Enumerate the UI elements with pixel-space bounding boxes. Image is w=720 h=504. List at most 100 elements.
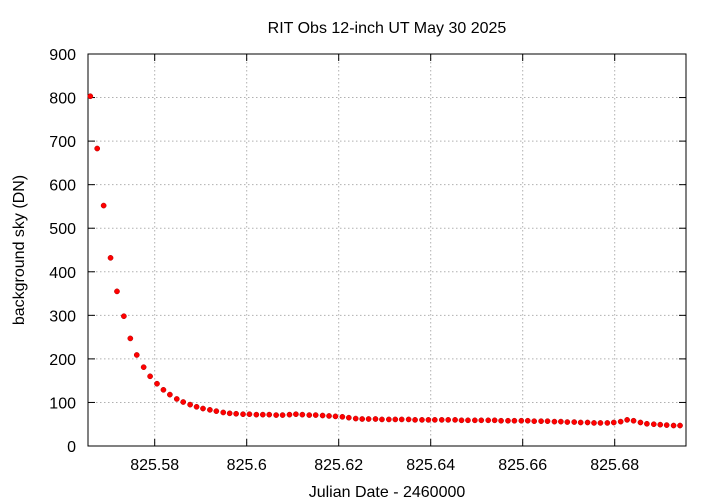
y-tick-label: 400 [49, 265, 76, 282]
data-point [173, 396, 180, 402]
data-point [293, 411, 299, 418]
data-point [332, 413, 339, 420]
data-point [431, 417, 438, 423]
data-point [259, 411, 266, 418]
y-tick-label: 100 [49, 395, 76, 412]
data-point [663, 422, 670, 428]
data-point [564, 419, 571, 425]
data-point [306, 412, 313, 418]
data-point [233, 410, 239, 417]
data-point [207, 406, 213, 413]
data-point [372, 416, 379, 422]
x-axis-label: Julian Date - 2460000 [309, 484, 466, 501]
data-point [167, 391, 173, 398]
y-tick-label: 300 [49, 308, 76, 325]
data-point [445, 417, 452, 423]
y-tick-label: 200 [49, 352, 76, 369]
data-point [246, 411, 253, 418]
x-tick-label: 825.66 [498, 457, 547, 474]
x-tick-label: 825.6 [227, 457, 267, 474]
data-point [226, 410, 233, 417]
data-point [319, 412, 326, 419]
data-point [266, 411, 273, 418]
data-point [544, 418, 551, 425]
plot-frame [87, 53, 687, 447]
data-point [478, 417, 485, 424]
data-point [584, 419, 591, 426]
data-point [253, 411, 260, 418]
data-point [511, 417, 518, 424]
data-point [107, 254, 114, 261]
data-point [379, 416, 385, 423]
data-point [472, 417, 478, 424]
data-point [412, 417, 418, 423]
data-point [657, 421, 664, 428]
data-point [94, 145, 101, 152]
grid-lines [88, 54, 686, 446]
data-point [531, 418, 538, 425]
data-point [610, 419, 617, 426]
data-point [299, 411, 306, 418]
data-point [154, 380, 160, 387]
data-point [385, 416, 392, 423]
y-axis-label: background sky (DN) [11, 175, 28, 325]
data-point [100, 202, 107, 209]
x-tick-labels: 825.58 825.6 825.62 825.64 825.66 825.68 [130, 457, 639, 474]
data-point [133, 352, 140, 358]
data-point [213, 408, 220, 415]
axis-ticks [88, 53, 686, 447]
data-point [273, 412, 279, 418]
data-point [617, 418, 624, 425]
x-tick-label: 825.64 [406, 457, 455, 474]
data-point [352, 415, 359, 422]
data-point [644, 420, 650, 427]
y-tick-label: 0 [67, 439, 76, 456]
y-tick-label: 800 [49, 91, 76, 108]
data-point [650, 421, 657, 428]
data-point [591, 420, 597, 426]
data-point [326, 413, 332, 419]
data-point [624, 417, 630, 423]
data-point [524, 417, 531, 424]
data-point [160, 386, 167, 393]
data-point [345, 414, 352, 421]
data-point [398, 416, 405, 423]
data-point [577, 419, 584, 426]
y-tick-labels: 0 100 200 300 400 500 600 700 800 900 [49, 47, 76, 456]
data-point [180, 399, 187, 405]
data-point [571, 419, 578, 425]
data-point [392, 416, 399, 423]
data-point [458, 417, 465, 424]
data-point [220, 409, 227, 416]
data-point [200, 405, 206, 412]
data-points [87, 93, 683, 429]
data-point [452, 417, 458, 423]
y-tick-label: 600 [49, 178, 76, 195]
data-point [359, 416, 366, 422]
data-point [465, 417, 471, 424]
data-point [286, 411, 293, 418]
data-point [87, 93, 94, 100]
data-point [558, 418, 564, 425]
data-point [438, 417, 445, 423]
data-point [630, 417, 637, 424]
data-point [405, 416, 412, 423]
data-point [127, 335, 134, 342]
data-point [240, 411, 246, 418]
data-point [604, 420, 611, 426]
data-point [498, 417, 504, 424]
data-point [505, 417, 511, 424]
data-point [597, 420, 604, 426]
data-point [339, 413, 346, 420]
data-point [637, 419, 644, 426]
data-point [491, 417, 498, 424]
y-tick-label: 700 [49, 134, 76, 151]
y-tick-label: 500 [49, 221, 76, 238]
data-point [279, 412, 286, 418]
data-point [485, 417, 492, 424]
data-point [677, 422, 683, 429]
data-point [538, 418, 544, 425]
x-tick-label: 825.62 [314, 457, 363, 474]
chart-title: RIT Obs 12-inch UT May 30 2025 [268, 20, 507, 37]
